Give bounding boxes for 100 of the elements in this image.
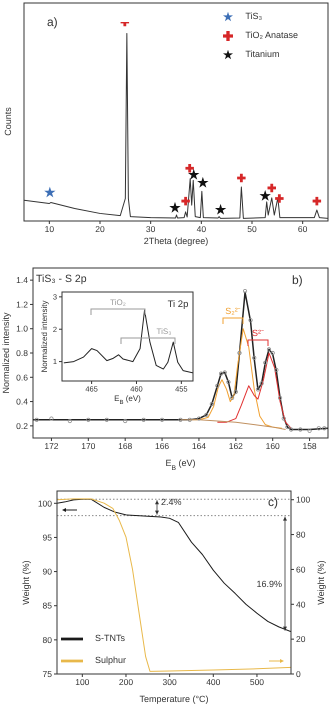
y-axis-title: Counts	[3, 106, 14, 136]
text: TiS₃ - S 2p	[36, 273, 87, 285]
line-series	[180, 419, 286, 430]
y-tick-label: 0.6	[16, 372, 28, 382]
point	[34, 418, 39, 422]
x-tick-label: 60	[298, 224, 308, 234]
point	[142, 418, 146, 422]
x-tick-label: 172	[44, 441, 59, 452]
x-tick-label: 158	[302, 441, 317, 452]
x-tick-label: 100	[75, 677, 90, 688]
x-tick-label: 166	[154, 441, 170, 452]
point	[268, 184, 276, 192]
point	[322, 426, 326, 430]
point	[316, 426, 321, 430]
x-tick-label: 30	[146, 224, 156, 234]
annotation: TiO₂	[110, 298, 126, 307]
point	[274, 368, 278, 372]
y-tick-label: 0.8	[16, 348, 28, 358]
y-axis-title: Normalized intensity	[1, 312, 12, 394]
legend-label: TiS₃	[245, 11, 262, 21]
line-series	[33, 292, 328, 430]
x-tick-label: 168	[118, 441, 133, 452]
y-tick-label: 90	[42, 566, 52, 577]
line-series	[216, 352, 292, 429]
point	[234, 390, 238, 394]
point	[178, 418, 183, 422]
point	[218, 372, 224, 376]
x-tick-label: 50	[247, 224, 257, 234]
x-tick-label: 40	[196, 224, 206, 234]
x-tick-label: 500	[250, 677, 264, 688]
x-tick-label: 10	[44, 224, 54, 234]
point	[260, 381, 264, 386]
point	[259, 190, 271, 201]
x-tick-label: 162	[228, 441, 244, 452]
point	[248, 318, 253, 322]
point	[68, 418, 72, 424]
y2-tick-label: 60	[296, 564, 306, 574]
y-tick-label: 1.0	[16, 324, 28, 334]
point	[222, 370, 227, 375]
point	[169, 202, 181, 213]
annotation: 16.9%	[256, 579, 282, 590]
point	[123, 418, 128, 424]
x-tick-label: 200	[118, 677, 134, 688]
x-axis-title: Temperature (°C)	[139, 694, 209, 704]
y2-tick-label: 0	[296, 669, 301, 680]
annotation: TiS₃	[156, 327, 172, 336]
point	[204, 412, 208, 418]
annotation: c)	[268, 495, 278, 509]
x-axis-title: E$_{B}$ (eV)	[114, 394, 142, 406]
point	[196, 416, 202, 421]
point	[312, 196, 322, 206]
point	[298, 427, 302, 432]
x-tick-label: 170	[81, 441, 96, 452]
y2-tick-label: 100	[296, 494, 310, 505]
y-tick-label: 75	[42, 669, 52, 680]
point	[285, 424, 290, 430]
y2-tick-label: 20	[296, 634, 306, 644]
x-axis-title: E$_{B}$ (eV)	[165, 458, 196, 472]
point	[185, 164, 194, 173]
point	[197, 176, 209, 188]
x-tick-label: 20	[95, 224, 105, 234]
y-axis-title: Weight (%)	[21, 560, 32, 605]
y-tick-label: 0.2	[16, 420, 28, 431]
point	[214, 204, 226, 215]
point	[181, 196, 190, 206]
point	[215, 384, 220, 388]
point	[242, 288, 248, 294]
point	[188, 168, 200, 180]
point	[104, 418, 109, 422]
point	[86, 418, 90, 422]
y-tick-label: 0.4	[16, 396, 28, 407]
legend-label: S-TNTs	[95, 633, 125, 644]
y-tick-label: 1.2	[16, 299, 28, 310]
point	[237, 174, 246, 182]
point	[237, 350, 242, 356]
legend-label: TiO₂ Anatase	[245, 30, 298, 40]
line-series	[57, 498, 291, 632]
point	[266, 347, 272, 352]
y-tick-label: 100	[38, 498, 52, 508]
point	[49, 416, 54, 421]
x-tick-label: 300	[162, 677, 177, 688]
point	[210, 402, 214, 406]
text: Ti 2p	[168, 299, 188, 310]
y-tick-label: 1.4	[16, 275, 28, 286]
x-tick-label: 400	[206, 677, 221, 688]
point	[226, 380, 231, 384]
point	[230, 396, 234, 400]
y-axis-title: Normalized intensity	[40, 300, 50, 373]
y2-tick-label: 40	[296, 599, 306, 610]
point	[263, 360, 268, 365]
y-tick-label: 80	[42, 634, 52, 645]
point	[188, 418, 192, 422]
y-tick-label: 85	[42, 600, 52, 611]
line-series	[63, 310, 193, 374]
y2-axis-title: Weight (%)	[316, 560, 326, 605]
legend-label: Titanium	[245, 49, 280, 59]
point	[256, 387, 260, 392]
y2-tick-label: 80	[296, 530, 306, 540]
annotation: 2.4%	[161, 497, 182, 508]
legend-label: Sulphur	[95, 655, 126, 666]
